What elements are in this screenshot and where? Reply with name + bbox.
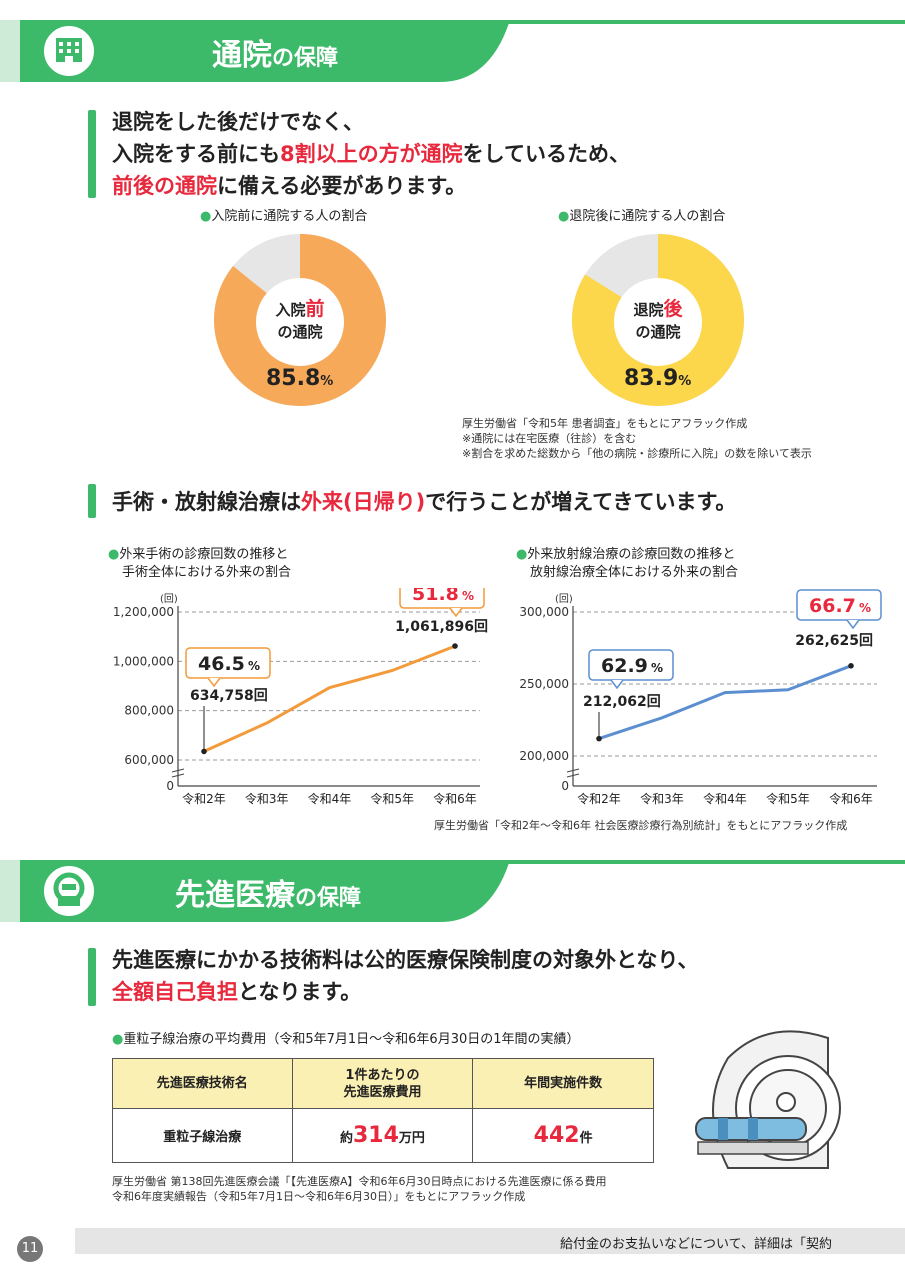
table-cell-count: 442件 (472, 1108, 654, 1163)
section-title: 通院の保障 (212, 38, 339, 73)
y-tick-label: 1,200,000 (113, 605, 174, 619)
data-label-first: 212,062回 (583, 694, 661, 710)
lead-accent-bar (88, 484, 96, 518)
y-tick-label: 800,000 (124, 704, 174, 718)
chart-caption-radiation: ●外来放射線治療の診療回数の推移と 放射線治療全体における外来の割合 (516, 547, 739, 580)
lead-accent-bar (88, 948, 96, 1006)
data-point-first (201, 748, 207, 755)
data-point-last (452, 643, 458, 649)
x-tick-label: 令和6年 (433, 791, 477, 806)
lead-text-outpatient: 手術・放射線治療は外来(日帰り)で行うことが増えてきています。 (112, 490, 737, 514)
y-tick-label: 300,000 (519, 605, 569, 619)
lead-text-senshin: 先進医療にかかる技術料は公的医療保険制度の対象外となり、 全額自己負担となります… (112, 948, 699, 1004)
axis-break-mark (566, 773, 580, 778)
y-tick-label: 600,000 (124, 753, 174, 767)
table-source-note: 厚生労働省 第138回先進医療会議「【先進医療A】令和6年6月30日時点における… (112, 1175, 607, 1203)
percent-callout-pointer (449, 607, 463, 618)
footer-text: 給付金のお支払いなどについて、詳細は「契約 (560, 1237, 832, 1252)
y-tick-label: 250,000 (519, 677, 569, 691)
x-tick-label: 令和5年 (766, 791, 810, 806)
table-header-name: 先進医療技術名 (112, 1058, 293, 1109)
data-label-first: 634,758回 (190, 688, 268, 704)
x-tick-label: 令和4年 (703, 791, 747, 806)
percent-callout-unit: % (248, 659, 260, 673)
x-tick-label: 令和6年 (829, 791, 873, 806)
heavy-ion-therapy-illustration (695, 1030, 841, 1169)
percent-callout-first: 62.9 (601, 655, 648, 677)
percent-callout-box (588, 649, 674, 681)
y-zero-label: 0 (561, 779, 569, 793)
section-header-shape (0, 860, 905, 922)
chart-caption-surgery: ●外来手術の診療回数の推移と 手術全体における外来の割合 (108, 547, 292, 580)
percent-callout-last: 66.7 (809, 595, 856, 617)
donut-value-label: 83.9% (624, 366, 692, 391)
section-title: 先進医療の保障 (175, 878, 362, 913)
series-line (598, 664, 852, 741)
data-label-last: 262,625回 (795, 633, 873, 649)
axis-break-mark (171, 773, 185, 778)
table-header-count: 年間実施件数 (472, 1058, 654, 1109)
data-label-last: 1,061,896回 (395, 619, 488, 635)
donut-caption-after: ●退院後に通院する人の割合 (558, 209, 726, 224)
percent-callout-first: 46.5 (198, 653, 245, 675)
percent-callout-unit: % (859, 601, 871, 615)
percent-callout-pointer (846, 619, 860, 630)
table-header-cost: 1件あたりの 先進医療費用 (291, 1058, 474, 1109)
source-note: 厚生労働省「令和5年 患者調査」をもとにアフラック作成 ※通院には在宅医療（往診… (462, 417, 812, 460)
y-zero-label: 0 (166, 779, 174, 793)
lead-text-tsuin: 退院をした後だけでなく、 入院をする前にも8割以上の方が通院をしているため、 前… (112, 110, 630, 198)
line-chart-surgery: (回)1,200,000 1,000,000 800,000 600,000 0 令和2年… (113, 588, 488, 806)
percent-callout-last: 51.8 (412, 588, 459, 605)
chart-source-note: 厚生労働省「令和2年～令和6年 社会医療診療行為別統計」をもとにアフラック作成 (434, 819, 848, 832)
percent-callout-box (399, 588, 485, 609)
data-point-last (848, 663, 854, 669)
donut-center-label: 入院前 の通院 (256, 278, 344, 366)
section-header-shape (0, 20, 905, 82)
donut-caption-before: ●入院前に通院する人の割合 (200, 209, 368, 224)
percent-callout-box (185, 647, 271, 679)
percent-callout-box (796, 589, 882, 621)
percent-callout-unit: % (462, 589, 474, 603)
x-tick-label: 令和2年 (577, 791, 621, 806)
table-caption: ●重粒子線治療の平均費用（令和5年7月1日～令和6年6月30日の1年間の実績） (112, 1032, 580, 1047)
donut-center-label: 退院後 の通院 (614, 278, 702, 366)
section-header-senshin: 先進医療の保障 (0, 860, 905, 922)
y-unit-label: (回) (160, 593, 178, 605)
lead-accent-bar (88, 110, 96, 198)
donut-value-label: 85.8% (266, 366, 334, 391)
page-number: 11 (17, 1236, 43, 1262)
axis-break-mark (566, 768, 580, 773)
series-line (203, 644, 456, 753)
x-tick-label: 令和4年 (308, 791, 352, 806)
table-cell-cost: 約314万円 (291, 1108, 474, 1163)
y-unit-label: (回) (555, 593, 573, 605)
data-point-first (596, 735, 602, 742)
line-chart-radiation: (回)300,000 250,000 200,000 0 令和2年 令和3年 令和4年 令和5… (519, 589, 882, 806)
x-tick-label: 令和5年 (370, 791, 414, 806)
y-tick-label: 1,000,000 (113, 654, 174, 668)
footer-bar (75, 1228, 905, 1254)
x-tick-label: 令和3年 (245, 791, 289, 806)
x-tick-label: 令和2年 (182, 791, 226, 806)
section-header-tsuin: 通院の保障 (0, 20, 905, 82)
y-tick-label: 200,000 (519, 749, 569, 763)
axis-break-mark (171, 768, 185, 773)
percent-callout-pointer (610, 679, 624, 690)
scanner-icon (40, 862, 98, 920)
x-tick-label: 令和3年 (640, 791, 684, 806)
percent-callout-pointer (207, 677, 221, 688)
percent-callout-unit: % (651, 661, 663, 675)
table-cell-name: 重粒子線治療 (112, 1108, 293, 1163)
hospital-icon (40, 22, 98, 80)
cost-table: 先進医療技術名 1件あたりの 先進医療費用 年間実施件数 重粒子線治療 約314万… (112, 1058, 654, 1163)
